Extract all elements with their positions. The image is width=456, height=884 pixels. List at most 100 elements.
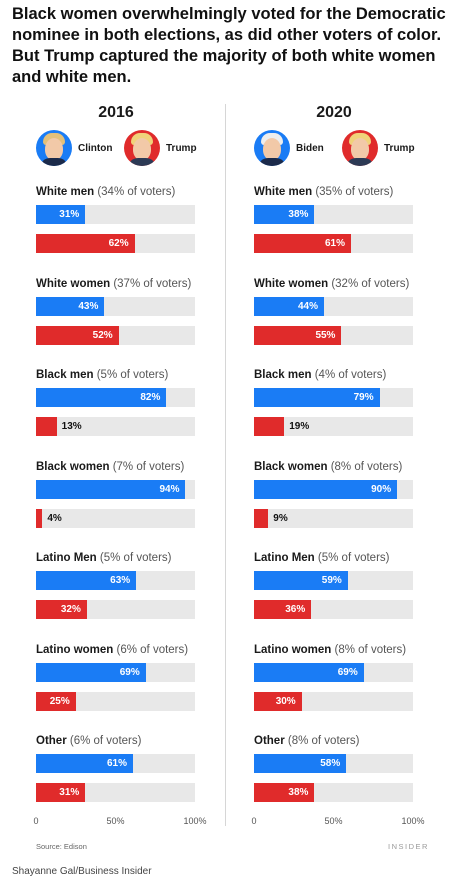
bar-track: 69% bbox=[36, 662, 195, 682]
biden-portrait-icon bbox=[254, 130, 290, 166]
republican-bar bbox=[254, 417, 285, 436]
data-label: 32% bbox=[60, 604, 81, 615]
legend-label: Trump bbox=[166, 142, 197, 154]
column-divider bbox=[225, 104, 226, 826]
data-label: 4% bbox=[47, 512, 62, 524]
democrat-bar bbox=[36, 296, 105, 316]
group-label: White women (32% of voters) bbox=[254, 278, 409, 290]
republican-bar bbox=[254, 234, 351, 253]
voter-share-note: (32% of voters) bbox=[328, 277, 410, 290]
data-label: 90% bbox=[371, 483, 392, 495]
data-label: 52% bbox=[92, 329, 113, 341]
democrat-bar bbox=[36, 754, 133, 773]
group-label: Other (6% of voters) bbox=[36, 735, 141, 747]
bar-track: 59% bbox=[254, 571, 413, 590]
group-label: White men (35% of voters) bbox=[254, 186, 393, 198]
voter-share-note: (4% of voters) bbox=[311, 369, 387, 381]
chart-title: Black women overwhelmingly voted for the… bbox=[12, 5, 446, 86]
data-label: 25% bbox=[49, 695, 70, 707]
voter-share-note: (5% of voters) bbox=[96, 552, 172, 564]
group-label: White women (37% of voters) bbox=[36, 278, 191, 290]
category-label: Latino Men bbox=[254, 552, 315, 564]
bar-track: 44% bbox=[254, 296, 413, 316]
voter-share-note: (6% of voters) bbox=[113, 643, 189, 656]
democrat-bar bbox=[36, 205, 86, 224]
bar-track: 58% bbox=[254, 754, 413, 773]
legend-label: Biden bbox=[296, 142, 324, 154]
data-label: 63% bbox=[110, 575, 131, 586]
legend-trump: Trump bbox=[124, 128, 197, 168]
republican-bar bbox=[254, 783, 315, 802]
category-label: Black women bbox=[254, 460, 328, 473]
bar-track: 30% bbox=[254, 691, 413, 711]
bar-track: 4% bbox=[36, 508, 195, 528]
group-label: Latino Men (5% of voters) bbox=[36, 552, 171, 564]
bar-track: 55% bbox=[254, 325, 413, 345]
group-label: Black women (7% of voters) bbox=[36, 461, 184, 473]
category-label: Latino women bbox=[254, 643, 332, 656]
republican-bar bbox=[254, 600, 312, 619]
data-label: 55% bbox=[315, 329, 336, 341]
republican-bar bbox=[36, 508, 43, 528]
category-label: Other bbox=[36, 735, 67, 747]
data-label: 59% bbox=[321, 575, 342, 586]
bar-track: 36% bbox=[254, 600, 413, 619]
bar-track: 63% bbox=[36, 571, 195, 590]
bar-track: 25% bbox=[36, 691, 195, 711]
bar-track: 43% bbox=[36, 296, 195, 316]
group-label: Other (8% of voters) bbox=[254, 735, 359, 747]
democrat-bar bbox=[36, 571, 137, 590]
voter-share-note: (8% of voters) bbox=[327, 460, 403, 473]
group-label: Black men (5% of voters) bbox=[36, 369, 168, 381]
panel-title: 2020 bbox=[316, 104, 352, 121]
legend-clinton: Clinton bbox=[36, 128, 112, 168]
bar-track: 38% bbox=[254, 783, 413, 802]
x-tick-label: 0 bbox=[251, 816, 257, 826]
bar-track: 79% bbox=[254, 388, 413, 407]
clinton-portrait-icon bbox=[36, 130, 72, 166]
republican-bar bbox=[36, 234, 135, 253]
panel-2016: 2016 Clinton Trump White men (34% of vot… bbox=[0, 0, 206, 884]
democrat-bar bbox=[36, 662, 146, 682]
democrat-bar bbox=[254, 662, 364, 682]
bar-track: 32% bbox=[36, 600, 195, 619]
x-tick-label: 50% bbox=[324, 816, 343, 826]
data-label: 61% bbox=[106, 758, 127, 769]
bar-track: 52% bbox=[36, 325, 195, 345]
panel-title: 2016 bbox=[98, 104, 134, 121]
data-label: 31% bbox=[59, 787, 80, 798]
bar-track: 19% bbox=[254, 417, 413, 436]
data-label: 38% bbox=[288, 787, 309, 798]
democrat-bar bbox=[254, 388, 380, 407]
data-label: 62% bbox=[108, 238, 129, 249]
category-label: White women bbox=[254, 277, 329, 290]
category-label: Other bbox=[254, 735, 285, 747]
group-label: White men (34% of voters) bbox=[36, 186, 175, 198]
voter-share-note: (5% of voters) bbox=[314, 552, 390, 564]
data-label: 9% bbox=[273, 512, 288, 524]
bar-track: 69% bbox=[254, 662, 413, 682]
bar-track: 90% bbox=[254, 479, 413, 499]
bar-track: 82% bbox=[36, 388, 195, 407]
category-label: Latino Men bbox=[36, 552, 97, 564]
voter-share-note: (8% of voters) bbox=[284, 735, 360, 747]
data-label: 94% bbox=[159, 483, 180, 495]
data-label: 36% bbox=[285, 604, 306, 615]
data-label: 82% bbox=[140, 392, 161, 403]
republican-bar bbox=[36, 783, 86, 802]
group-label: Black women (8% of voters) bbox=[254, 461, 402, 473]
democrat-bar bbox=[254, 296, 324, 316]
category-label: Black men bbox=[254, 369, 312, 381]
data-label: 19% bbox=[289, 421, 310, 432]
trump-portrait-icon bbox=[124, 130, 160, 166]
source-note: Source: Edison bbox=[36, 842, 87, 851]
democrat-bar bbox=[36, 388, 167, 407]
republican-bar bbox=[254, 691, 302, 711]
bar-track: 9% bbox=[254, 508, 413, 528]
republican-bar bbox=[36, 325, 119, 345]
voter-share-note: (35% of voters) bbox=[312, 186, 394, 198]
republican-bar bbox=[36, 691, 76, 711]
data-label: 31% bbox=[59, 209, 80, 220]
data-label: 69% bbox=[119, 666, 140, 678]
legend-label: Trump bbox=[384, 142, 415, 154]
